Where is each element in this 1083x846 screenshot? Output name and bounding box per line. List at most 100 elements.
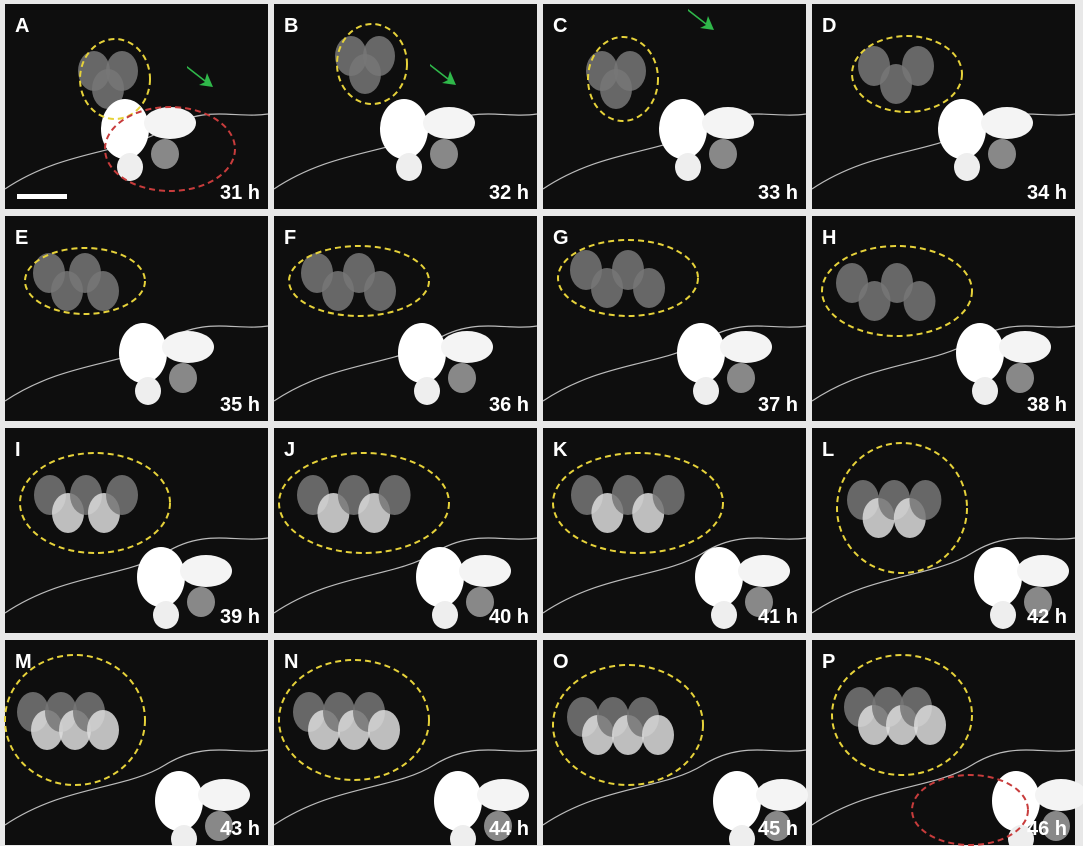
cell <box>380 99 428 159</box>
cell <box>720 331 772 363</box>
panel: A 31 h <box>5 4 268 209</box>
cell <box>396 153 422 181</box>
cell <box>368 710 400 750</box>
cell <box>198 779 250 811</box>
cell <box>653 475 685 515</box>
cell <box>363 36 395 76</box>
cell <box>414 377 440 405</box>
cell <box>162 331 214 363</box>
cell <box>695 547 743 607</box>
panel-letter: D <box>822 15 836 37</box>
panel: O 45 h <box>543 640 808 846</box>
cell <box>956 323 1004 383</box>
cell <box>87 271 119 311</box>
cell <box>477 779 529 811</box>
image <box>5 428 268 633</box>
panel: N44 h <box>274 640 537 846</box>
time-label: 34 h <box>1027 182 1067 204</box>
time-label: 32 h <box>489 182 529 204</box>
cell <box>151 139 179 169</box>
cell <box>87 710 119 750</box>
cell <box>119 323 167 383</box>
time-label: 43 h <box>220 818 260 840</box>
time-label: 42 h <box>1027 606 1067 628</box>
panel-letter: H <box>822 227 836 249</box>
cell <box>675 153 701 181</box>
cell <box>972 377 998 405</box>
cell <box>364 271 396 311</box>
panel: C 33 h <box>543 4 806 209</box>
cell <box>416 547 464 607</box>
cell <box>633 268 665 308</box>
panel-letter: C <box>553 15 567 37</box>
cell <box>642 715 674 755</box>
panel-letter: B <box>284 15 298 37</box>
cell <box>693 377 719 405</box>
panel: I39 h <box>5 428 268 633</box>
cell <box>909 480 941 520</box>
panel: P46 h <box>812 640 1083 846</box>
scale-bar <box>17 194 67 199</box>
cell <box>187 587 215 617</box>
cell <box>614 51 646 91</box>
panel: G 37 h <box>543 216 806 421</box>
panel-letter: O <box>553 651 569 673</box>
time-label: 35 h <box>220 394 260 416</box>
image <box>812 216 1075 421</box>
panel-letter: K <box>553 439 568 461</box>
time-label: 46 h <box>1027 818 1067 840</box>
panel-letter: A <box>15 15 29 37</box>
cell <box>709 139 737 169</box>
time-label: 33 h <box>758 182 798 204</box>
cell <box>423 107 475 139</box>
time-label: 40 h <box>489 606 529 628</box>
cell <box>702 107 754 139</box>
cell <box>459 555 511 587</box>
time-label: 37 h <box>758 394 798 416</box>
cell <box>398 323 446 383</box>
cell <box>902 46 934 86</box>
cell <box>738 555 790 587</box>
image <box>274 216 537 421</box>
cell <box>448 363 476 393</box>
cell <box>106 475 138 515</box>
image <box>812 4 1075 209</box>
panel: H 38 h <box>812 216 1075 421</box>
cell <box>101 99 149 159</box>
time-label: 45 h <box>758 818 798 840</box>
cell <box>711 601 737 629</box>
figure: A 31 h B 32 h C 33 h D 34 h E35 h F 36 h G 37 h H 38 h… <box>0 0 1083 846</box>
cell <box>999 331 1051 363</box>
cell <box>1017 555 1069 587</box>
time-label: 41 h <box>758 606 798 628</box>
panel-letter: F <box>284 227 296 249</box>
panel: M43 h <box>5 640 268 846</box>
panel-letter: N <box>284 651 298 673</box>
cell <box>904 281 936 321</box>
cell <box>430 139 458 169</box>
panel-letter: J <box>284 439 295 461</box>
time-label: 39 h <box>220 606 260 628</box>
cell <box>153 601 179 629</box>
cell <box>727 363 755 393</box>
cell <box>677 323 725 383</box>
cell <box>1006 363 1034 393</box>
cell <box>938 99 986 159</box>
panel: D 34 h <box>812 4 1075 209</box>
cell <box>756 779 808 811</box>
panel: L42 h <box>812 428 1075 633</box>
cell <box>432 601 458 629</box>
cell <box>117 153 143 181</box>
time-label: 31 h <box>220 182 260 204</box>
panel-letter: G <box>553 227 569 249</box>
time-label: 36 h <box>489 394 529 416</box>
cell <box>155 771 203 831</box>
cell <box>914 705 946 745</box>
cell <box>659 99 707 159</box>
cell <box>169 363 197 393</box>
cell <box>713 771 761 831</box>
cell <box>135 377 161 405</box>
time-label: 38 h <box>1027 394 1067 416</box>
panel: B 32 h <box>274 4 537 209</box>
panel: E35 h <box>5 216 268 421</box>
